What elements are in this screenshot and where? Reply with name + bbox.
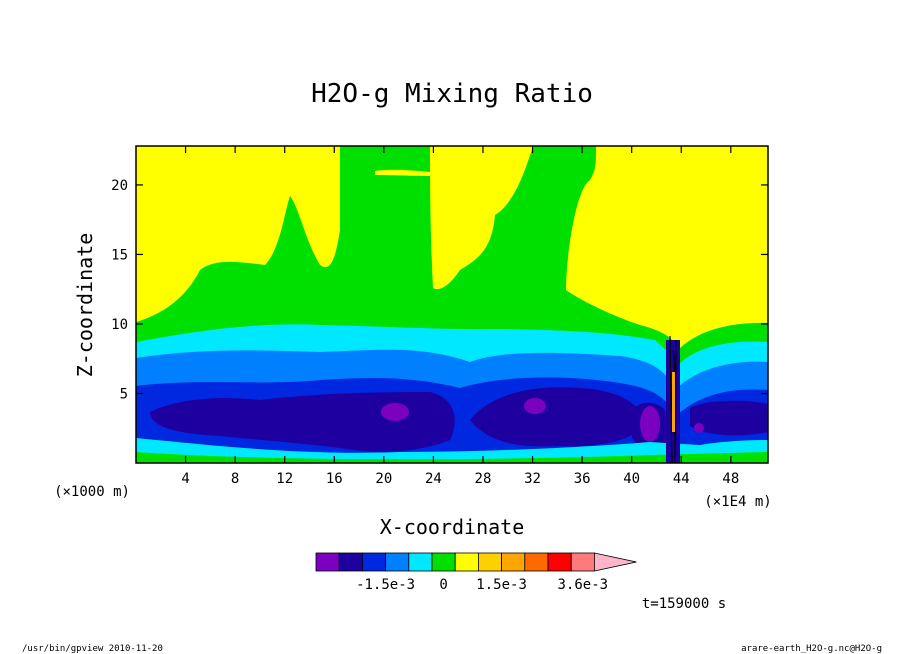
colorbar-swatch	[524, 552, 549, 572]
contour-min-3	[640, 406, 660, 442]
x-tick-label: 48	[722, 471, 739, 487]
x-tick-label: 4	[181, 471, 189, 487]
x-scale-label: (×1E4 m)	[704, 494, 771, 510]
colorbar-swatch	[315, 552, 340, 572]
x-tick-label: 36	[574, 471, 591, 487]
x-tick-label: 24	[425, 471, 442, 487]
colorbar-swatch	[385, 552, 410, 572]
x-axis-ticks: 4 8 12 16 20 24 28 32 36 40 44 48	[181, 146, 739, 487]
plot-frame	[135, 145, 769, 464]
colorbar-swatch	[431, 552, 456, 572]
y-axis-title: Z-coordinate	[73, 233, 97, 378]
y-tick-label: 20	[111, 178, 128, 194]
x-unit-label: (×1000 m)	[54, 484, 130, 500]
y-tick-label: 15	[111, 247, 128, 263]
x-tick-label: 12	[276, 471, 293, 487]
x-tick-label: 8	[231, 471, 239, 487]
colorbar-label: -1.5e-3	[356, 577, 415, 593]
x-tick-label: 28	[475, 471, 492, 487]
colorbar-labels: -1.5e-3 0 1.5e-3 3.6e-3	[356, 577, 608, 593]
x-tick-label: 32	[524, 471, 541, 487]
x-axis-title: X-coordinate	[380, 515, 525, 539]
colorbar-swatch	[408, 552, 433, 572]
colorbar-label: 0	[439, 577, 447, 593]
y-tick-label: 10	[111, 317, 128, 333]
contour-min-1	[381, 403, 409, 421]
chart-title: H2O-g Mixing Ratio	[311, 79, 593, 109]
contour-core-navy-far	[690, 400, 768, 436]
contour-island-yellow	[375, 169, 430, 176]
colorbar-arrow	[594, 552, 637, 572]
contour-core-navy-left	[150, 392, 455, 452]
contour-band-lower-green	[136, 452, 768, 463]
colorbar-swatch	[477, 552, 502, 572]
x-tick-label: 16	[326, 471, 343, 487]
colorbar-swatch	[501, 552, 526, 572]
colorbar-swatch	[361, 552, 386, 572]
colorbar-swatch	[338, 552, 363, 572]
x-tick-label: 44	[673, 471, 690, 487]
colorbar-swatch	[547, 552, 572, 572]
plot-area	[135, 145, 769, 464]
contour-min-4	[694, 423, 704, 433]
colorbar-swatch	[454, 552, 479, 572]
footer-right: arare-earth_H2O-g.nc@H2O-g	[741, 644, 882, 654]
colorbar	[315, 552, 637, 572]
x-tick-label: 40	[623, 471, 640, 487]
column-warm-core	[672, 372, 675, 432]
x-tick-label: 20	[375, 471, 392, 487]
colorbar-swatch	[570, 552, 595, 572]
contour-min-2	[524, 398, 546, 414]
y-axis-ticks: 5 10 15 20	[111, 178, 768, 402]
y-tick-label: 5	[120, 386, 128, 402]
contour-core-navy-mid	[470, 387, 645, 447]
footer-left: /usr/bin/gpview 2010-11-20	[22, 644, 163, 654]
colorbar-label: 1.5e-3	[476, 577, 527, 593]
colorbar-label: 3.6e-3	[558, 577, 609, 593]
time-annotation: t=159000 s	[642, 596, 726, 612]
